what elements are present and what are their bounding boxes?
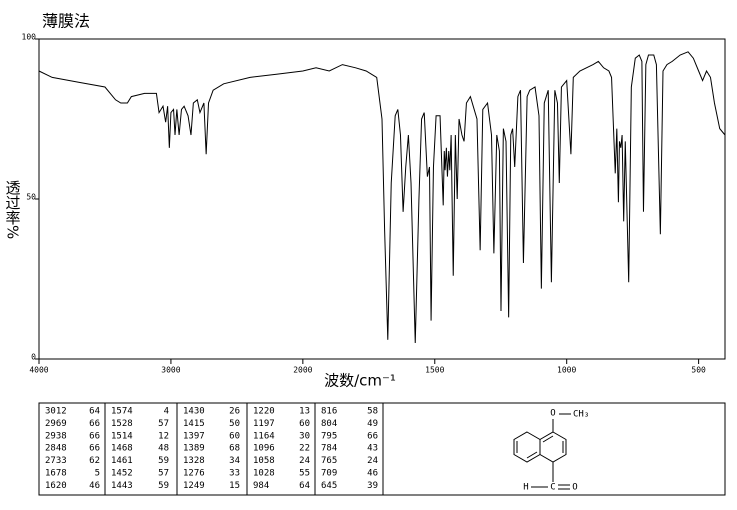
peak-transmittance: 60 (229, 431, 240, 441)
peak-wavenumber: 1164 (253, 431, 275, 441)
y-tick-label: 100 (22, 33, 37, 42)
peak-transmittance: 13 (299, 407, 310, 417)
peak-wavenumber: 1415 (183, 419, 205, 429)
peak-wavenumber: 709 (321, 469, 337, 479)
peak-transmittance: 57 (158, 419, 169, 429)
peak-wavenumber: 1514 (111, 431, 133, 441)
structure-bonds (513, 413, 571, 490)
peak-wavenumber: 984 (253, 481, 269, 491)
peak-transmittance: 26 (229, 407, 240, 417)
peak-wavenumber: 1468 (111, 444, 133, 454)
peak-transmittance: 24 (299, 456, 310, 466)
peak-wavenumber: 2733 (45, 456, 67, 466)
peak-wavenumber: 1430 (183, 407, 205, 417)
x-axis-label: 波数/cm⁻¹ (324, 372, 396, 390)
peak-wavenumber: 1389 (183, 444, 205, 454)
peak-wavenumber: 1197 (253, 419, 275, 429)
peak-wavenumber: 765 (321, 456, 337, 466)
peak-transmittance: 39 (367, 481, 378, 491)
peak-transmittance: 50 (229, 419, 240, 429)
peak-transmittance: 15 (229, 481, 240, 491)
peak-transmittance: 30 (299, 431, 310, 441)
peak-wavenumber: 1452 (111, 469, 133, 479)
peak-wavenumber: 1574 (111, 407, 133, 417)
peak-transmittance: 62 (89, 456, 100, 466)
chart-title: 薄膜法 (42, 12, 90, 31)
peak-transmittance: 59 (158, 456, 169, 466)
peak-transmittance: 46 (367, 469, 378, 479)
peak-wavenumber: 1678 (45, 469, 67, 479)
table-dividers (104, 403, 384, 495)
table-frame (38, 402, 726, 496)
peak-wavenumber: 645 (321, 481, 337, 491)
x-tick-label: 3000 (161, 366, 180, 375)
peak-wavenumber: 1620 (45, 481, 67, 491)
atom-label: H (523, 483, 528, 493)
peak-transmittance: 33 (229, 469, 240, 479)
peak-wavenumber: 1276 (183, 469, 205, 479)
peak-transmittance: 66 (89, 444, 100, 454)
peak-transmittance: 66 (89, 431, 100, 441)
peak-wavenumber: 784 (321, 444, 337, 454)
peak-transmittance: 66 (89, 419, 100, 429)
peak-wavenumber: 1220 (253, 407, 275, 417)
x-tick-label: 2000 (293, 366, 312, 375)
peak-transmittance: 24 (367, 456, 378, 466)
peak-transmittance: 22 (299, 444, 310, 454)
peak-wavenumber: 1058 (253, 456, 275, 466)
peak-transmittance: 12 (158, 431, 169, 441)
atom-label: CH₃ (573, 410, 589, 420)
peak-wavenumber: 2938 (45, 431, 67, 441)
spectrum-line (38, 51, 726, 344)
peak-wavenumber: 816 (321, 407, 337, 417)
peak-transmittance: 48 (158, 444, 169, 454)
peak-wavenumber: 1028 (253, 469, 275, 479)
atom-label: O (572, 483, 577, 493)
y-tick-label: 50 (26, 193, 36, 202)
y-axis-label: 透过率% (4, 180, 22, 239)
x-tick-label: 1500 (425, 366, 444, 375)
x-tick-label: 1000 (557, 366, 576, 375)
peak-transmittance: 57 (158, 469, 169, 479)
peak-wavenumber: 2969 (45, 419, 67, 429)
peak-wavenumber: 3012 (45, 407, 67, 417)
peak-transmittance: 49 (367, 419, 378, 429)
atom-label: O (550, 409, 555, 419)
peak-transmittance: 60 (299, 419, 310, 429)
peak-transmittance: 34 (229, 456, 240, 466)
peak-transmittance: 4 (164, 407, 169, 417)
peak-wavenumber: 1249 (183, 481, 205, 491)
peak-wavenumber: 1461 (111, 456, 133, 466)
peak-wavenumber: 1328 (183, 456, 205, 466)
peak-wavenumber: 795 (321, 431, 337, 441)
peak-transmittance: 68 (229, 444, 240, 454)
x-tick-label: 500 (691, 366, 706, 375)
peak-transmittance: 59 (158, 481, 169, 491)
x-tick-label: 4000 (29, 366, 48, 375)
peak-wavenumber: 2848 (45, 444, 67, 454)
peak-wavenumber: 1397 (183, 431, 205, 441)
plot-frame (38, 38, 726, 360)
peak-wavenumber: 1443 (111, 481, 133, 491)
peak-wavenumber: 804 (321, 419, 337, 429)
peak-wavenumber: 1528 (111, 419, 133, 429)
peak-transmittance: 46 (89, 481, 100, 491)
peak-transmittance: 66 (367, 431, 378, 441)
peak-transmittance: 64 (89, 407, 100, 417)
peak-transmittance: 58 (367, 407, 378, 417)
peak-transmittance: 55 (299, 469, 310, 479)
peak-transmittance: 43 (367, 444, 378, 454)
peak-transmittance: 64 (299, 481, 310, 491)
y-tick-label: 0 (31, 353, 36, 362)
peak-transmittance: 5 (95, 469, 100, 479)
peak-wavenumber: 1096 (253, 444, 275, 454)
atom-label: C (550, 483, 555, 493)
